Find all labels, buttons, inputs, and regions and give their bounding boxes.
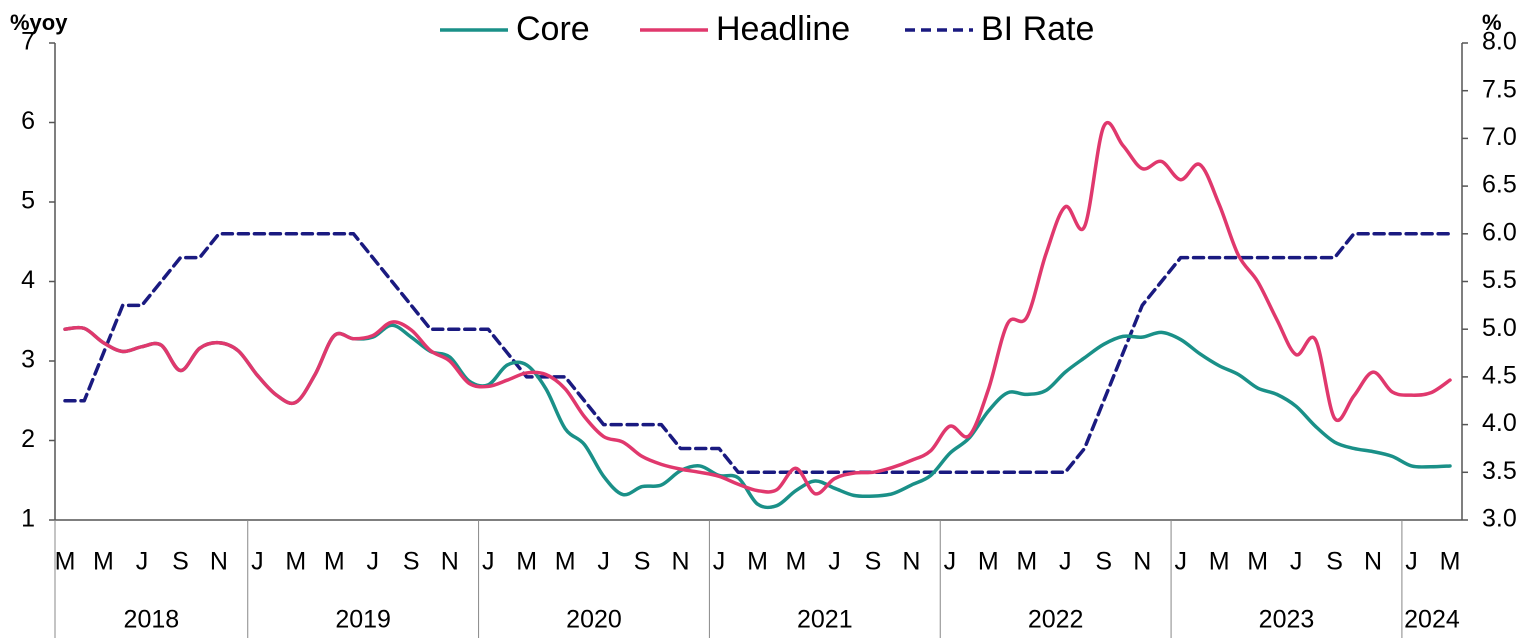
- x-tick-label: M: [1247, 548, 1268, 576]
- x-tick-label: N: [210, 548, 228, 576]
- year-label: 2021: [797, 606, 853, 634]
- x-tick-label: S: [634, 548, 651, 576]
- x-tick-label: M: [555, 548, 576, 576]
- x-tick-label: M: [324, 548, 345, 576]
- x-tick-label: N: [441, 548, 459, 576]
- series-line: [63, 232, 1452, 475]
- year-label: 2022: [1028, 606, 1084, 634]
- y2-tick-label: 4.5: [1482, 362, 1517, 390]
- y-tick-label: 4: [21, 266, 35, 294]
- y2-tick-label: 8.0: [1482, 28, 1517, 56]
- x-tick-label: J: [251, 548, 264, 576]
- x-tick-label: M: [1209, 548, 1230, 576]
- y2-axis-label: %: [1482, 10, 1502, 35]
- y2-tick-label: 7.0: [1482, 123, 1517, 151]
- year-label: 2019: [335, 606, 391, 634]
- x-tick-label: J: [713, 548, 726, 576]
- y-tick-label: 7: [21, 28, 35, 56]
- y2-tick-label: 7.5: [1482, 75, 1517, 103]
- x-tick-label: J: [1059, 548, 1072, 576]
- x-tick-label: S: [403, 548, 420, 576]
- y2-tick-label: 6.5: [1482, 171, 1517, 199]
- year-label: 2023: [1259, 606, 1315, 634]
- x-tick-label: J: [136, 548, 149, 576]
- x-tick-label: N: [1133, 548, 1151, 576]
- y2-tick-label: 6.0: [1482, 218, 1517, 246]
- y-tick-label: 1: [21, 505, 35, 533]
- y2-tick-label: 5.0: [1482, 314, 1517, 342]
- x-tick-label: M: [747, 548, 768, 576]
- x-tick-label: J: [597, 548, 610, 576]
- x-tick-label: M: [516, 548, 537, 576]
- series-line: [63, 323, 1452, 510]
- x-tick-label: S: [1095, 548, 1112, 576]
- y2-tick-label: 4.0: [1482, 409, 1517, 437]
- x-tick-label: M: [1016, 548, 1037, 576]
- legend-label: Headline: [716, 10, 850, 48]
- legend-label: Core: [516, 10, 590, 48]
- x-tick-label: M: [978, 548, 999, 576]
- x-tick-label: S: [865, 548, 882, 576]
- x-tick-label: J: [944, 548, 957, 576]
- y-axis-label: %yoy: [10, 10, 68, 35]
- x-tick-label: J: [828, 548, 841, 576]
- year-label: 2018: [124, 606, 180, 634]
- x-tick-label: J: [1174, 548, 1187, 576]
- x-tick-label: J: [1405, 548, 1418, 576]
- x-tick-label: M: [93, 548, 114, 576]
- legend-label: BI Rate: [981, 10, 1094, 48]
- y2-tick-label: 3.0: [1482, 505, 1517, 533]
- x-tick-label: N: [902, 548, 920, 576]
- year-label: 2020: [566, 606, 622, 634]
- y-tick-label: 6: [21, 107, 35, 135]
- y-tick-label: 2: [21, 425, 35, 453]
- x-tick-label: N: [1364, 548, 1382, 576]
- x-tick-label: M: [55, 548, 76, 576]
- y2-tick-label: 3.5: [1482, 457, 1517, 485]
- y-tick-label: 5: [21, 187, 35, 215]
- x-tick-label: S: [172, 548, 189, 576]
- x-tick-label: M: [1440, 548, 1461, 576]
- series-line: [63, 121, 1452, 496]
- x-tick-label: N: [672, 548, 690, 576]
- x-tick-label: S: [1326, 548, 1343, 576]
- x-tick-label: M: [786, 548, 807, 576]
- x-tick-label: J: [1290, 548, 1303, 576]
- year-label: 2024: [1404, 606, 1460, 634]
- y2-tick-label: 5.5: [1482, 266, 1517, 294]
- x-tick-label: J: [367, 548, 380, 576]
- y-tick-label: 3: [21, 346, 35, 374]
- x-tick-label: J: [482, 548, 495, 576]
- x-tick-label: M: [285, 548, 306, 576]
